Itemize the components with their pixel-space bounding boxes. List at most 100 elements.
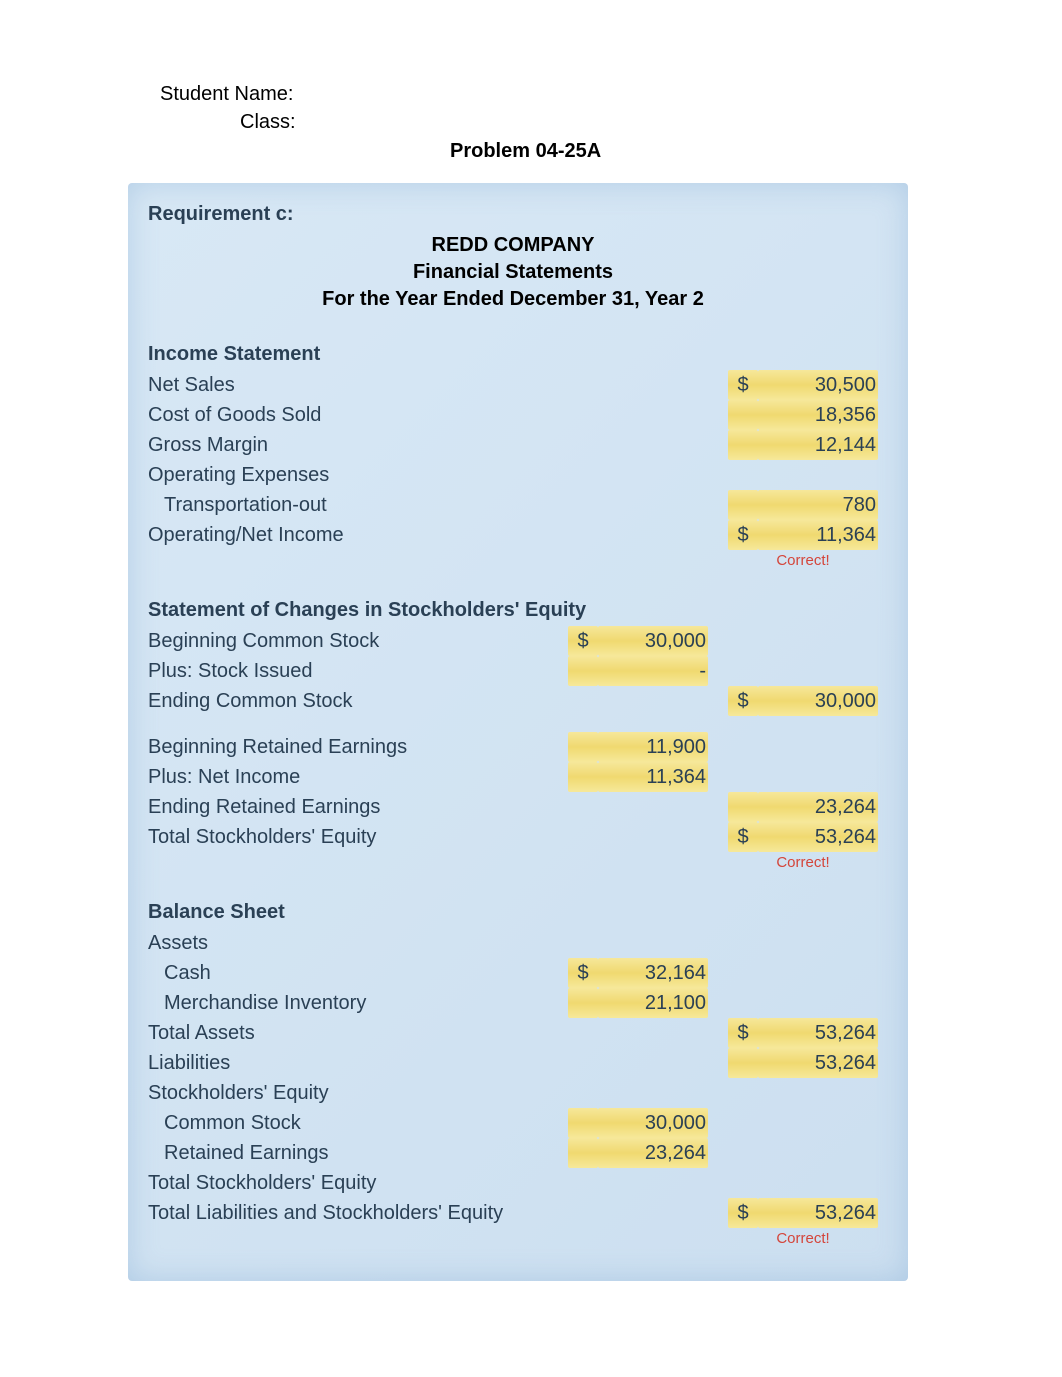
plus-income-currency	[568, 762, 598, 792]
retained-earnings-value: 23,264	[598, 1138, 708, 1168]
company-name: REDD COMPANY	[148, 232, 878, 259]
statement-title: Financial Statements	[148, 259, 878, 286]
problem-title: Problem 04-25A	[160, 140, 1062, 163]
common-stock-row: Common Stock 30,000	[148, 1108, 878, 1138]
student-name-label: Student Name:	[160, 80, 1062, 108]
transport-row: Transportation-out 780	[148, 490, 878, 520]
total-assets-label: Total Assets	[148, 1018, 568, 1048]
gross-margin-row: Gross Margin 12,144	[148, 430, 878, 460]
end-retained-row: Ending Retained Earnings 23,264	[148, 792, 878, 822]
balance-sheet-title: Balance Sheet	[148, 901, 878, 924]
transport-label: Transportation-out	[148, 490, 568, 520]
beg-retained-currency	[568, 732, 598, 762]
beg-common-value: 30,000	[598, 626, 708, 656]
net-sales-value: 30,500	[758, 370, 878, 400]
plus-income-row: Plus: Net Income 11,364	[148, 762, 878, 792]
total-equity-label: Total Stockholders' Equity	[148, 822, 568, 852]
inventory-label: Merchandise Inventory	[148, 988, 568, 1018]
beg-common-row: Beginning Common Stock $ 30,000	[148, 626, 878, 656]
total-se-row: Total Stockholders' Equity	[148, 1168, 878, 1198]
stock-issued-row: Plus: Stock Issued -	[148, 656, 878, 686]
assets-label: Assets	[148, 928, 568, 958]
net-sales-currency: $	[728, 370, 758, 400]
gross-margin-currency	[728, 430, 758, 460]
stock-issued-currency	[568, 656, 598, 686]
content-box: Requirement c: REDD COMPANY Financial St…	[128, 183, 908, 1281]
end-common-row: Ending Common Stock $ 30,000	[148, 686, 878, 716]
total-equity-currency: $	[728, 822, 758, 852]
class-row: Class:	[160, 108, 1062, 136]
liabilities-row: Liabilities 53,264	[148, 1048, 878, 1078]
cogs-value: 18,356	[758, 400, 878, 430]
net-income-currency: $	[728, 520, 758, 550]
gross-margin-label: Gross Margin	[148, 430, 568, 460]
total-se-label: Total Stockholders' Equity	[148, 1168, 568, 1198]
income-statement-title: Income Statement	[148, 343, 878, 366]
inventory-value: 21,100	[598, 988, 708, 1018]
transport-value: 780	[758, 490, 878, 520]
total-liab-se-currency: $	[728, 1198, 758, 1228]
end-retained-value: 23,264	[758, 792, 878, 822]
stock-issued-value: -	[598, 656, 708, 686]
beg-retained-label: Beginning Retained Earnings	[148, 732, 568, 762]
end-retained-label: Ending Retained Earnings	[148, 792, 568, 822]
inventory-row: Merchandise Inventory 21,100	[148, 988, 878, 1018]
cogs-currency	[728, 400, 758, 430]
transport-currency	[728, 490, 758, 520]
op-exp-row: Operating Expenses	[148, 460, 878, 490]
net-income-value: 11,364	[758, 520, 878, 550]
period: For the Year Ended December 31, Year 2	[148, 286, 878, 313]
liabilities-value: 53,264	[758, 1048, 878, 1078]
retained-earnings-row: Retained Earnings 23,264	[148, 1138, 878, 1168]
end-retained-currency	[728, 792, 758, 822]
total-liab-se-label: Total Liabilities and Stockholders' Equi…	[148, 1198, 568, 1228]
assets-row: Assets	[148, 928, 878, 958]
cogs-label: Cost of Goods Sold	[148, 400, 568, 430]
common-stock-currency	[568, 1108, 598, 1138]
op-exp-label: Operating Expenses	[148, 460, 568, 490]
total-equity-row: Total Stockholders' Equity $ 53,264	[148, 822, 878, 852]
liabilities-currency	[728, 1048, 758, 1078]
retained-earnings-currency	[568, 1138, 598, 1168]
retained-earnings-label: Retained Earnings	[148, 1138, 568, 1168]
liabilities-label: Liabilities	[148, 1048, 568, 1078]
cash-label: Cash	[148, 958, 568, 988]
net-income-row: Operating/Net Income $ 11,364	[148, 520, 878, 550]
cash-value: 32,164	[598, 958, 708, 988]
cash-currency: $	[568, 958, 598, 988]
gross-margin-value: 12,144	[758, 430, 878, 460]
total-assets-value: 53,264	[758, 1018, 878, 1048]
balance-correct: Correct!	[728, 1230, 878, 1247]
net-sales-row: Net Sales $ 30,500	[148, 370, 878, 400]
equity-correct: Correct!	[728, 854, 878, 871]
cogs-row: Cost of Goods Sold 18,356	[148, 400, 878, 430]
beg-retained-row: Beginning Retained Earnings 11,900	[148, 732, 878, 762]
equity-title: Statement of Changes in Stockholders' Eq…	[148, 599, 878, 622]
beg-common-currency: $	[568, 626, 598, 656]
income-correct: Correct!	[728, 552, 878, 569]
plus-income-label: Plus: Net Income	[148, 762, 568, 792]
header-info: Student Name: Class: Problem 04-25A	[0, 80, 1062, 163]
se-row: Stockholders' Equity	[148, 1078, 878, 1108]
end-common-currency: $	[728, 686, 758, 716]
common-stock-value: 30,000	[598, 1108, 708, 1138]
total-equity-value: 53,264	[758, 822, 878, 852]
class-label: Class:	[160, 111, 296, 133]
net-sales-label: Net Sales	[148, 370, 568, 400]
inventory-currency	[568, 988, 598, 1018]
common-stock-label: Common Stock	[148, 1108, 568, 1138]
end-common-value: 30,000	[758, 686, 878, 716]
stock-issued-label: Plus: Stock Issued	[148, 656, 568, 686]
se-label: Stockholders' Equity	[148, 1078, 568, 1108]
cash-row: Cash $ 32,164	[148, 958, 878, 988]
total-assets-row: Total Assets $ 53,264	[148, 1018, 878, 1048]
beg-retained-value: 11,900	[598, 732, 708, 762]
beg-common-label: Beginning Common Stock	[148, 626, 568, 656]
student-label: Student Name:	[160, 83, 293, 105]
net-income-label: Operating/Net Income	[148, 520, 568, 550]
total-liab-se-value: 53,264	[758, 1198, 878, 1228]
end-common-label: Ending Common Stock	[148, 686, 568, 716]
total-assets-currency: $	[728, 1018, 758, 1048]
requirement-header: Requirement c:	[148, 203, 878, 226]
plus-income-value: 11,364	[598, 762, 708, 792]
